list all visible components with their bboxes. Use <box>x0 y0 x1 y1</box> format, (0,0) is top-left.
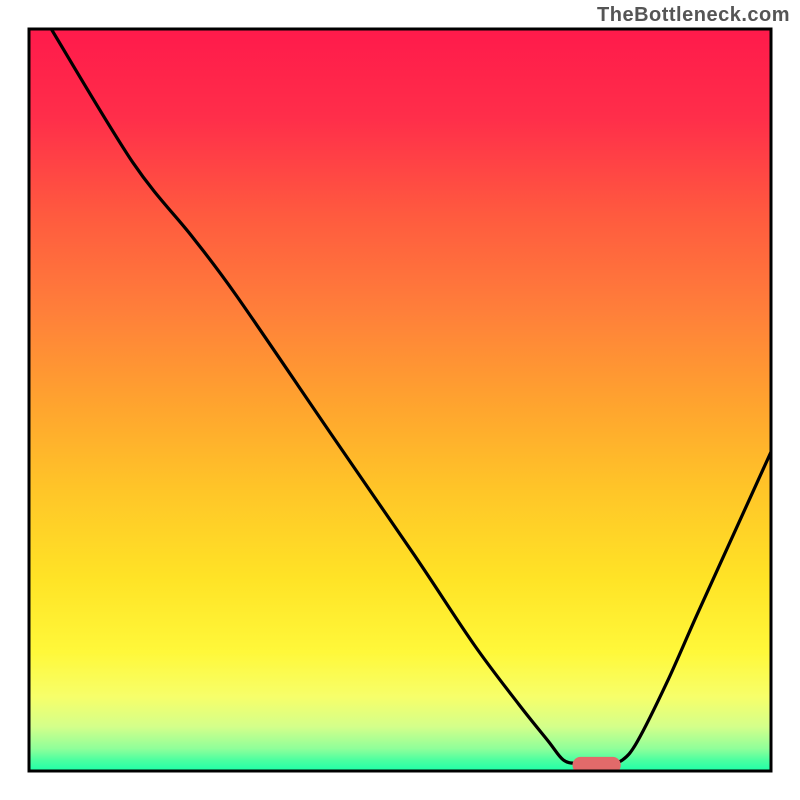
plot-background <box>29 29 771 771</box>
chart-svg <box>0 0 800 800</box>
bottleneck-chart: TheBottleneck.com <box>0 0 800 800</box>
watermark-text: TheBottleneck.com <box>597 4 790 27</box>
